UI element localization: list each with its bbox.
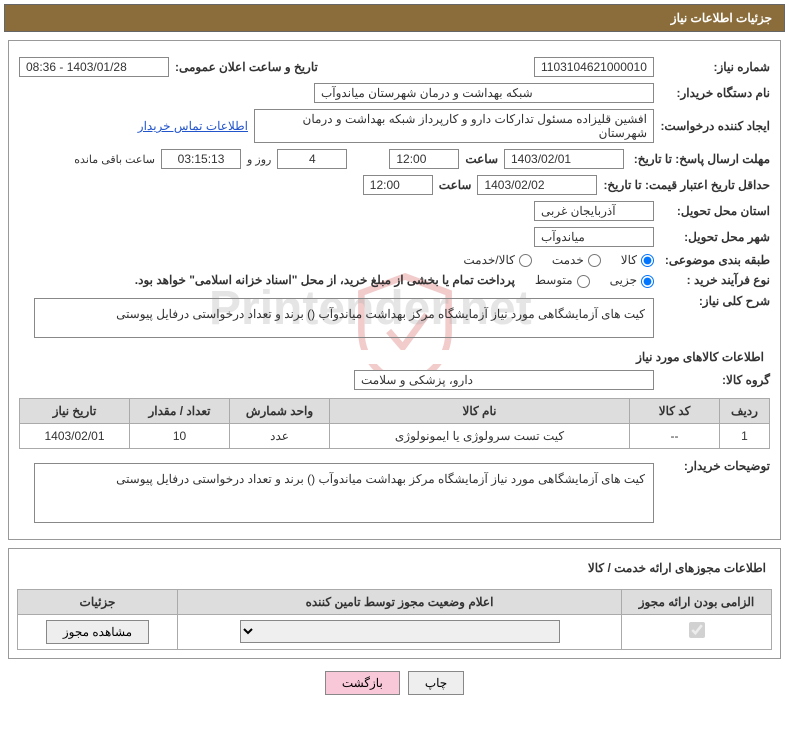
- need-no-label: شماره نیاز:: [660, 60, 770, 74]
- th-code: کد کالا: [630, 398, 720, 423]
- announce-label: تاریخ و ساعت اعلان عمومی:: [175, 60, 318, 74]
- th-unit: واحد شمارش: [230, 398, 330, 423]
- row-purchase-type: نوع فرآیند خرید : جزیی متوسط پرداخت تمام…: [19, 273, 770, 287]
- purchase-type-label: نوع فرآیند خرید :: [660, 273, 770, 287]
- requester-value: افشین قلیزاده مسئول تدارکات دارو و کارپر…: [254, 109, 654, 143]
- deadline-label: مهلت ارسال پاسخ: تا تاریخ:: [630, 152, 770, 166]
- goods-table: ردیف کد کالا نام کالا واحد شمارش تعداد /…: [19, 398, 770, 449]
- td-name: کیت تست سرولوژی یا ایمونولوژی: [330, 423, 630, 448]
- license-detail-cell: مشاهده مجوز: [18, 614, 178, 649]
- td-code: --: [630, 423, 720, 448]
- deadline-remain: 03:15:13: [161, 149, 241, 169]
- td-qty: 10: [130, 423, 230, 448]
- pt-radio-2[interactable]: [577, 275, 590, 288]
- row-deadline: مهلت ارسال پاسخ: تا تاریخ: 1403/02/01 سا…: [19, 149, 770, 169]
- page-title: جزئیات اطلاعات نیاز: [671, 11, 772, 25]
- deadline-days: 4: [277, 149, 347, 169]
- row-price-valid: حداقل تاریخ اعتبار قیمت: تا تاریخ: 1403/…: [19, 175, 770, 195]
- td-unit: عدد: [230, 423, 330, 448]
- td-date: 1403/02/01: [20, 423, 130, 448]
- city-label: شهر محل تحویل:: [660, 230, 770, 244]
- deadline-days-label: روز و: [247, 153, 271, 166]
- th-qty: تعداد / مقدار: [130, 398, 230, 423]
- license-panel: اطلاعات مجوزهای ارائه خدمت / کالا الزامی…: [8, 548, 781, 659]
- print-button[interactable]: چاپ: [408, 671, 464, 695]
- price-valid-date: 1403/02/02: [477, 175, 597, 195]
- row-category: طبقه بندی موضوعی: کالا خدمت کالا/خدمت: [19, 253, 770, 267]
- general-desc-label: شرح کلی نیاز:: [660, 294, 770, 308]
- purchase-note: پرداخت تمام یا بخشی از مبلغ خرید، از محل…: [135, 273, 515, 287]
- city-value: میاندوآب: [534, 227, 654, 247]
- status-select[interactable]: [240, 620, 560, 643]
- requester-label: ایجاد کننده درخواست:: [660, 119, 770, 133]
- deadline-time: 12:00: [389, 149, 459, 169]
- license-row: مشاهده مجوز: [18, 614, 772, 649]
- th-idx: ردیف: [720, 398, 770, 423]
- goods-section-title: اطلاعات کالاهای مورد نیاز: [19, 350, 770, 364]
- row-requester: ایجاد کننده درخواست: افشین قلیزاده مسئول…: [19, 109, 770, 143]
- pt-opt2[interactable]: متوسط: [535, 273, 590, 287]
- row-buyer: نام دستگاه خریدار: شبکه بهداشت و درمان ش…: [19, 83, 770, 103]
- license-mandatory-cell: [622, 614, 772, 649]
- mandatory-checkbox: [689, 622, 705, 638]
- cat-opt1[interactable]: کالا: [621, 253, 654, 267]
- cat-opt2[interactable]: خدمت: [552, 253, 601, 267]
- table-row: 1 -- کیت تست سرولوژی یا ایمونولوژی عدد 1…: [20, 423, 770, 448]
- province-label: استان محل تحویل:: [660, 204, 770, 218]
- license-table: الزامی بودن ارائه مجوز اعلام وضعیت مجوز …: [17, 589, 772, 650]
- lh-mandatory: الزامی بودن ارائه مجوز: [622, 589, 772, 614]
- deadline-date: 1403/02/01: [504, 149, 624, 169]
- general-desc-value: کیت های آزمایشگاهی مورد نیاز آزمایشگاه م…: [34, 298, 654, 338]
- row-city: شهر محل تحویل: میاندوآب: [19, 227, 770, 247]
- cat-radio-1[interactable]: [641, 254, 654, 267]
- license-status-cell: [178, 614, 622, 649]
- lh-details: جزئیات: [18, 589, 178, 614]
- contact-link[interactable]: اطلاعات تماس خریدار: [138, 119, 248, 133]
- row-group: گروه کالا: دارو، پزشکی و سلامت: [19, 370, 770, 390]
- price-valid-time-label: ساعت: [439, 178, 472, 192]
- page-header: جزئیات اطلاعات نیاز: [4, 4, 785, 32]
- th-date: تاریخ نیاز: [20, 398, 130, 423]
- main-panel: Printender.net شماره نیاز: 1103104621000…: [8, 40, 781, 540]
- row-buyer-notes: توضیحات خریدار: کیت های آزمایشگاهی مورد …: [19, 459, 770, 523]
- pt-opt1[interactable]: جزیی: [610, 273, 654, 287]
- deadline-remain-label: ساعت باقی مانده: [74, 153, 155, 166]
- price-valid-label: حداقل تاریخ اعتبار قیمت: تا تاریخ:: [603, 178, 770, 192]
- buyer-label: نام دستگاه خریدار:: [660, 86, 770, 100]
- buyer-value: شبکه بهداشت و درمان شهرستان میاندوآب: [314, 83, 654, 103]
- announce-value: 1403/01/28 - 08:36: [19, 57, 169, 77]
- price-valid-time: 12:00: [363, 175, 433, 195]
- lh-status: اعلام وضعیت مجوز توسط تامین کننده: [178, 589, 622, 614]
- th-name: نام کالا: [330, 398, 630, 423]
- need-no-value: 1103104621000010: [534, 57, 654, 77]
- category-label: طبقه بندی موضوعی:: [660, 253, 770, 267]
- group-label: گروه کالا:: [660, 373, 770, 387]
- pt-radio-1[interactable]: [641, 275, 654, 288]
- row-need-no: شماره نیاز: 1103104621000010 تاریخ و ساع…: [19, 57, 770, 77]
- license-header-row: الزامی بودن ارائه مجوز اعلام وضعیت مجوز …: [18, 589, 772, 614]
- cat-opt3[interactable]: کالا/خدمت: [463, 253, 531, 267]
- row-province: استان محل تحویل: آذربایجان غربی: [19, 201, 770, 221]
- license-section-title: اطلاعات مجوزهای ارائه خدمت / کالا: [17, 557, 772, 579]
- row-general-desc: شرح کلی نیاز: کیت های آزمایشگاهی مورد نی…: [19, 294, 770, 338]
- buyer-notes-label: توضیحات خریدار:: [660, 459, 770, 473]
- buyer-notes-value: کیت های آزمایشگاهی مورد نیاز آزمایشگاه م…: [34, 463, 654, 523]
- action-buttons: چاپ بازگشت: [0, 671, 789, 695]
- group-value: دارو، پزشکی و سلامت: [354, 370, 654, 390]
- back-button[interactable]: بازگشت: [325, 671, 400, 695]
- table-header-row: ردیف کد کالا نام کالا واحد شمارش تعداد /…: [20, 398, 770, 423]
- deadline-time-label: ساعت: [465, 152, 498, 166]
- cat-radio-3[interactable]: [519, 254, 532, 267]
- td-idx: 1: [720, 423, 770, 448]
- cat-radio-2[interactable]: [588, 254, 601, 267]
- view-license-button[interactable]: مشاهده مجوز: [46, 620, 149, 644]
- province-value: آذربایجان غربی: [534, 201, 654, 221]
